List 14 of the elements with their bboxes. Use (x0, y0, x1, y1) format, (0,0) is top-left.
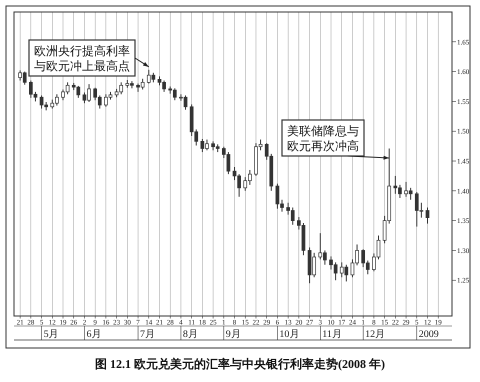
text: 8月 (182, 329, 198, 340)
text: 5月 (44, 329, 59, 340)
text: 图 12.1 欧元兑美元的汇率与中央银行利率走势(2008 年) (95, 357, 385, 371)
annotation: 美联储降息与欧元再次冲高 (287, 124, 359, 153)
text: 7月 (140, 329, 156, 340)
text: 11月 (322, 329, 342, 340)
text: 10月 (279, 329, 300, 340)
text: 6月 (86, 329, 102, 340)
annotation: 美联储降息与欧元再次冲高 (281, 119, 365, 157)
text: 9月 (226, 329, 241, 340)
text: 12月 (365, 329, 386, 340)
annotation: 欧洲央行提高利率与欧元冲上最高点 (34, 44, 130, 73)
annotation: 欧洲央行提高利率与欧元冲上最高点 (28, 39, 136, 77)
text: 2009 (418, 329, 439, 340)
